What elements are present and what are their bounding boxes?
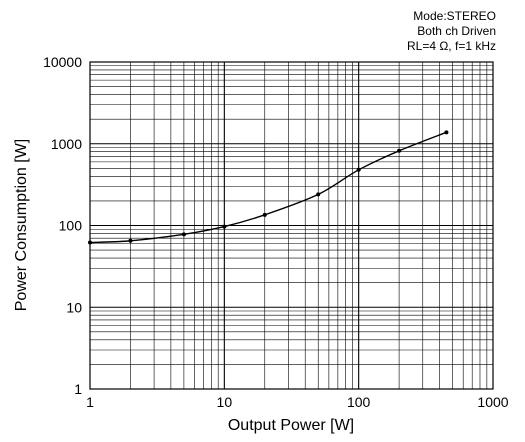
data-point: [88, 240, 92, 245]
grid-lines: [90, 62, 493, 389]
annotation-line-1: Mode:STEREO: [413, 9, 496, 23]
x-tick-label: 1000: [477, 394, 508, 410]
annotation-line-2: Both ch Driven: [417, 24, 496, 38]
x-tick-label: 10: [217, 394, 233, 410]
data-point: [222, 224, 227, 229]
data-point: [316, 192, 321, 197]
y-tick-label: 1: [74, 381, 82, 397]
data-point: [397, 148, 402, 153]
y-axis-label: Power Consumption [W]: [13, 139, 30, 312]
data-point: [356, 167, 361, 172]
x-axis-label: Output Power [W]: [228, 417, 354, 434]
data-point: [444, 130, 449, 135]
x-tick-label: 100: [347, 394, 371, 410]
data-point: [181, 232, 186, 237]
y-tick-label: 100: [59, 218, 83, 234]
annotation-line-3: RL=4 Ω, f=1 kHz: [407, 39, 496, 53]
y-tick-label: 10000: [43, 54, 82, 70]
series-layer: [88, 130, 449, 245]
plot-frame: [89, 61, 494, 390]
tick-labels: 1 10 100 1000 1 10 100 1000 10000: [43, 54, 509, 410]
data-point: [128, 238, 133, 243]
y-tick-label: 1000: [51, 136, 82, 152]
y-tick-label: 10: [66, 299, 82, 315]
x-tick-label: 1: [86, 394, 94, 410]
data-point: [262, 212, 267, 217]
